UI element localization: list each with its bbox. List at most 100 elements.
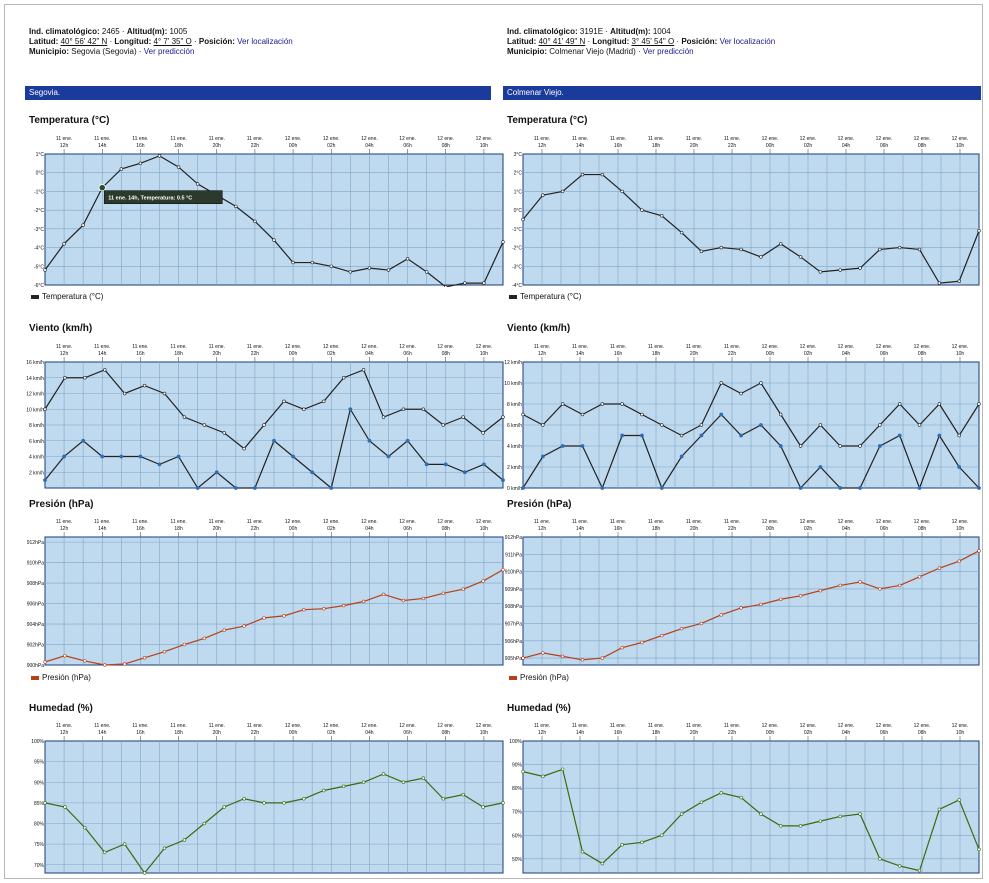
data-point[interactable] (759, 381, 763, 385)
data-point[interactable] (291, 454, 295, 459)
data-point[interactable] (424, 462, 429, 467)
data-point[interactable] (103, 850, 107, 855)
data-point[interactable] (937, 402, 942, 406)
data-point[interactable] (310, 260, 314, 265)
data-point[interactable] (858, 444, 862, 448)
data-point[interactable] (242, 446, 246, 451)
wind-chart[interactable]: 12 km/h 10 km/h 8 km/h 6 km/h 4 km/h 2 km/h 0 … (503, 340, 981, 490)
data-point[interactable] (262, 801, 266, 805)
data-point[interactable] (63, 805, 67, 809)
data-point[interactable] (461, 587, 465, 591)
data-point[interactable] (541, 651, 545, 655)
data-point[interactable] (282, 614, 286, 618)
data-point[interactable] (521, 656, 525, 660)
series-line[interactable] (522, 550, 980, 661)
data-point[interactable] (234, 204, 238, 209)
data-point[interactable] (272, 238, 276, 242)
data-point[interactable] (580, 850, 585, 854)
data-point[interactable] (242, 624, 246, 628)
data-point[interactable] (917, 868, 922, 873)
data-point[interactable] (580, 412, 585, 417)
data-point[interactable] (560, 444, 565, 448)
data-point[interactable] (878, 857, 882, 861)
data-point[interactable] (739, 391, 743, 396)
data-point[interactable] (779, 824, 783, 828)
data-point[interactable] (100, 454, 105, 459)
data-point[interactable] (660, 633, 664, 638)
data-point[interactable] (917, 247, 922, 252)
data-point[interactable] (83, 659, 87, 663)
data-point[interactable] (540, 454, 545, 459)
data-point[interactable] (818, 819, 823, 823)
data-point[interactable] (182, 642, 187, 647)
pres-legend[interactable]: Presión (hPa) (509, 673, 569, 682)
data-point[interactable] (600, 172, 605, 177)
data-point[interactable] (81, 438, 86, 443)
data-point[interactable] (302, 407, 306, 411)
data-point[interactable] (381, 592, 386, 597)
data-point[interactable] (282, 399, 286, 404)
data-point[interactable] (43, 660, 47, 664)
data-point[interactable] (977, 847, 981, 852)
data-point[interactable] (620, 646, 624, 650)
data-point[interactable] (779, 597, 783, 601)
data-point[interactable] (142, 871, 147, 875)
data-point[interactable] (858, 812, 862, 816)
data-point[interactable] (214, 470, 219, 475)
data-point[interactable] (778, 444, 783, 448)
data-point[interactable] (43, 268, 47, 272)
data-point[interactable] (501, 240, 505, 244)
data-point[interactable] (878, 247, 882, 252)
data-point[interactable] (272, 438, 276, 443)
series-line[interactable] (522, 768, 980, 872)
data-point[interactable] (798, 594, 803, 598)
data-point[interactable] (157, 154, 162, 158)
data-point[interactable] (798, 255, 803, 259)
data-point[interactable] (660, 214, 664, 218)
data-point[interactable] (381, 772, 386, 776)
data-point[interactable] (779, 242, 783, 246)
data-point[interactable] (322, 399, 326, 404)
data-point[interactable] (679, 626, 684, 631)
data-point[interactable] (560, 654, 565, 659)
data-point[interactable] (759, 812, 763, 816)
data-point[interactable] (162, 846, 167, 850)
data-point[interactable] (917, 575, 922, 579)
data-point[interactable] (838, 814, 842, 819)
wind-chart[interactable]: 16 km/h 14 km/h 12 km/h 10 km/h 8 km/h 6 km/h… (25, 340, 505, 490)
highlighted-point[interactable] (98, 184, 106, 192)
pres-legend[interactable]: Presión (hPa) (31, 673, 91, 682)
data-point[interactable] (482, 462, 486, 467)
data-point[interactable] (640, 433, 644, 438)
data-point[interactable] (481, 431, 485, 435)
data-point[interactable] (401, 407, 406, 411)
data-point[interactable] (541, 423, 545, 427)
data-point[interactable] (560, 402, 565, 406)
data-point[interactable] (461, 415, 465, 419)
data-point[interactable] (620, 189, 624, 194)
data-point[interactable] (699, 249, 704, 254)
data-point[interactable] (222, 431, 226, 435)
data-point[interactable] (640, 640, 644, 645)
data-point[interactable] (242, 797, 246, 801)
data-point[interactable] (560, 767, 565, 771)
data-point[interactable] (679, 812, 684, 816)
data-point[interactable] (640, 412, 644, 417)
ver-prediccion-link[interactable]: Ver predicción (642, 47, 694, 56)
data-point[interactable] (142, 656, 147, 660)
data-point[interactable] (122, 662, 127, 666)
data-point[interactable] (600, 486, 605, 490)
data-point[interactable] (405, 438, 410, 443)
data-point[interactable] (560, 189, 565, 194)
data-point[interactable] (341, 784, 346, 789)
data-point[interactable] (81, 223, 85, 227)
data-point[interactable] (620, 402, 624, 406)
data-point[interactable] (421, 776, 426, 780)
data-point[interactable] (759, 423, 763, 427)
data-point[interactable] (202, 821, 207, 826)
data-point[interactable] (501, 478, 505, 483)
data-point[interactable] (162, 649, 167, 654)
data-point[interactable] (957, 559, 961, 563)
data-point[interactable] (521, 412, 525, 417)
